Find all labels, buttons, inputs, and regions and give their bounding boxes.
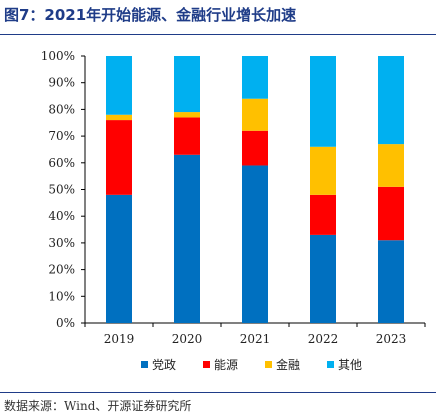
bar-segment (310, 194, 336, 235)
legend: 党政 能源 金融 其他 (141, 357, 362, 372)
bars (106, 56, 404, 323)
bar-segment (378, 186, 404, 241)
legend-swatch (141, 361, 148, 368)
bar-segment (242, 165, 268, 323)
bar-segment (310, 146, 336, 195)
legend-swatch (327, 361, 334, 368)
y-tick-label: 60% (48, 156, 75, 170)
title-divider (0, 34, 436, 35)
y-tick-label: 20% (48, 263, 75, 277)
bar-segment (106, 56, 132, 115)
chart-title: 图7：2021年开始能源、金融行业增长加速 (4, 6, 297, 24)
x-axis-labels: 2019 2020 2021 2022 2023 (104, 332, 407, 346)
axes (81, 55, 426, 327)
bar-segment (174, 154, 200, 323)
y-tick-label: 40% (48, 209, 75, 223)
legend-swatch (265, 361, 272, 368)
legend-label: 其他 (338, 358, 362, 372)
bar-segment (378, 144, 404, 187)
bar-segment (174, 112, 200, 118)
legend-label: 能源 (214, 358, 238, 372)
y-tick-label: 10% (48, 289, 75, 303)
bar-segment (310, 56, 336, 147)
x-tick-label: 2023 (376, 332, 407, 346)
legend-label: 党政 (152, 357, 176, 372)
bar-segment (378, 56, 404, 145)
x-tick-label: 2022 (308, 332, 339, 346)
source-note: 数据来源：Wind、开源证券研究所 (4, 399, 192, 413)
y-tick-label: 100% (41, 49, 75, 63)
bar-segment (174, 117, 200, 155)
y-tick-label: 0% (56, 316, 75, 330)
stacked-bar-chart: 2019 2020 2021 2022 2023 0% 10% 20% 30% 40% 50% 60… (41, 49, 426, 372)
bar-segment (242, 98, 268, 131)
x-tick-label: 2021 (240, 332, 271, 346)
y-tick-label: 90% (48, 76, 75, 90)
x-tick-label: 2019 (104, 332, 135, 346)
y-tick-label: 80% (48, 102, 75, 116)
y-tick-label: 50% (48, 183, 75, 197)
legend-swatch (203, 361, 210, 368)
bar-segment (106, 114, 132, 121)
legend-label: 金融 (276, 357, 300, 372)
y-tick-label: 70% (48, 129, 75, 143)
bar-segment (242, 56, 268, 99)
y-axis-labels: 0% 10% 20% 30% 40% 50% 60% 70% 80% 90% 100% (41, 49, 75, 330)
bar-segment (310, 234, 336, 323)
x-tick-label: 2020 (172, 332, 203, 346)
bar-segment (174, 56, 200, 113)
bar-segment (378, 240, 404, 323)
y-tick-label: 30% (48, 236, 75, 250)
bar-segment (106, 120, 132, 195)
bar-segment (242, 130, 268, 166)
source-divider (0, 392, 436, 393)
bar-segment (106, 194, 132, 323)
